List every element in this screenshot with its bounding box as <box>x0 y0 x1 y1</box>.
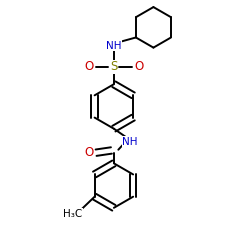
Text: O: O <box>84 146 94 159</box>
Text: NH: NH <box>106 41 122 51</box>
Text: H₃C: H₃C <box>64 209 83 219</box>
Text: NH: NH <box>122 137 138 147</box>
Text: O: O <box>84 60 94 74</box>
Text: O: O <box>134 60 143 74</box>
Text: S: S <box>110 60 118 74</box>
